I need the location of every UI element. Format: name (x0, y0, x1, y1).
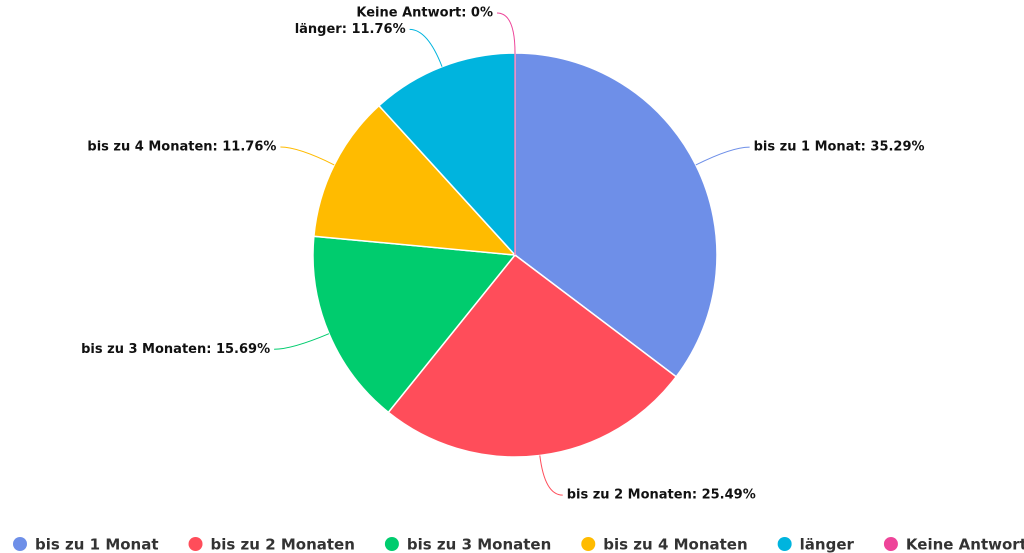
legend-label: bis zu 2 Monaten (211, 536, 355, 553)
data-label: länger: 11.76% (295, 22, 406, 37)
legend-label: länger (800, 536, 855, 553)
label-connector (409, 28, 443, 67)
legend-label: Keine Antwort (906, 536, 1024, 553)
data-label: bis zu 4 Monaten: 11.76% (87, 140, 276, 155)
legend-label: bis zu 3 Monaten (407, 536, 551, 553)
data-label: bis zu 3 Monaten: 15.69% (81, 342, 270, 357)
pie-slice (387, 253, 678, 458)
legend-label: bis zu 1 Monat (35, 536, 159, 553)
label-connector (496, 12, 516, 54)
pie-slice (377, 52, 516, 257)
legend-marker (883, 537, 898, 551)
data-label: bis zu 1 Monat: 35.29% (754, 140, 925, 155)
data-label: bis zu 2 Monaten: 25.49% (567, 488, 756, 503)
label-connector (539, 455, 563, 496)
legend-label: bis zu 4 Monaten (603, 536, 747, 553)
legend-marker (188, 537, 203, 551)
legend-marker (384, 537, 399, 551)
label-connector (695, 146, 750, 166)
legend-marker (581, 537, 596, 551)
label-connector (280, 146, 335, 166)
pie-slice (313, 104, 517, 256)
data-label: Keine Antwort: 0% (356, 6, 493, 21)
pie-slice (514, 52, 718, 378)
legend-marker (777, 537, 792, 551)
pie-slice (312, 235, 517, 414)
legend-marker (13, 537, 27, 551)
label-connector (274, 333, 330, 350)
